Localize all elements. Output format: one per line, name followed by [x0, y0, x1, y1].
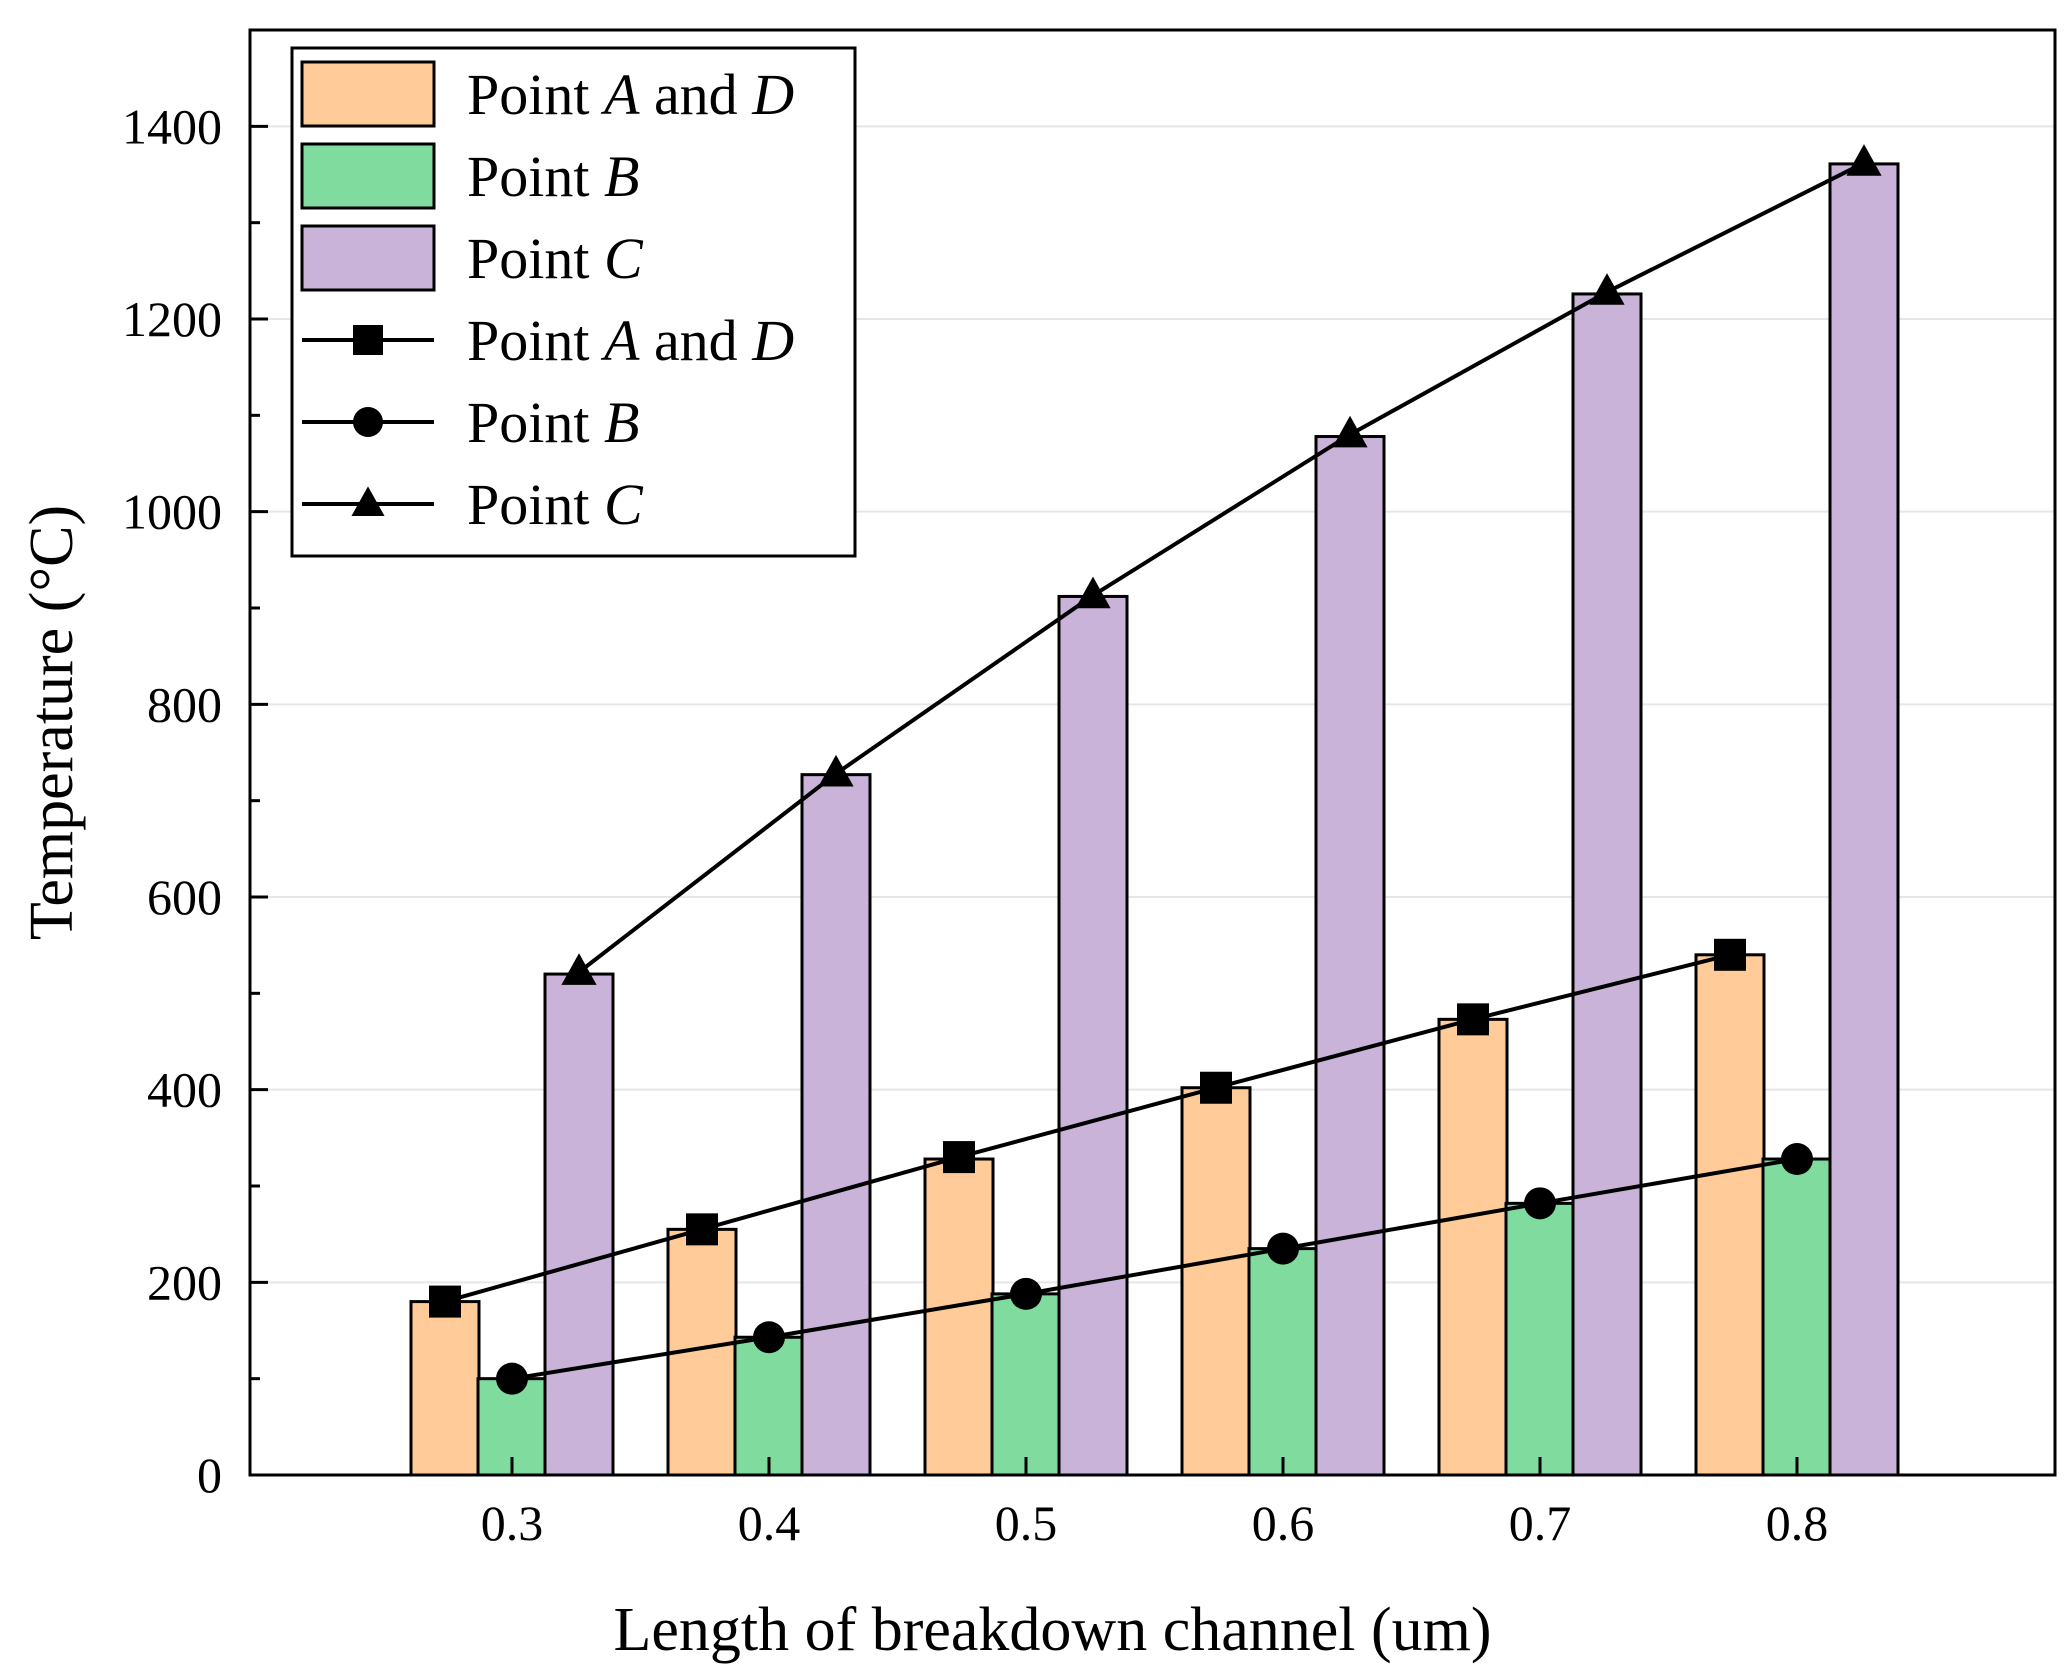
- legend-item: Point A and D: [300, 60, 794, 128]
- bar: [1761, 1157, 1833, 1477]
- plot-frame: [248, 28, 2057, 1477]
- marker-triangle: [1846, 144, 1882, 176]
- series-line: [444, 952, 1731, 1304]
- marker-square: [429, 1285, 461, 1318]
- legend-swatch: [300, 224, 436, 292]
- x-tick-label: 0.6: [1252, 1495, 1315, 1551]
- legend-label: Point A and D: [467, 308, 794, 373]
- bar: [1314, 435, 1386, 1477]
- marker-circle: [353, 407, 383, 437]
- series-line: [577, 161, 1865, 974]
- axes: [248, 28, 2057, 1477]
- bar: [990, 1292, 1062, 1477]
- legend-label: Point C: [467, 226, 644, 291]
- y-tick-label: 200: [147, 1254, 222, 1310]
- legend-label: Point C: [467, 472, 644, 537]
- legend: Point A and D Point B Point C Point A and D…: [290, 46, 857, 558]
- series-line: [511, 1157, 1798, 1381]
- x-axis-ticks: 0.3 0.4 0.5 0.6 0.7 0.8: [481, 1457, 1829, 1551]
- x-tick-label: 0.8: [1766, 1495, 1829, 1551]
- marker-triangle: [1589, 273, 1625, 305]
- legend-item: Point B: [302, 390, 639, 455]
- bar: [1571, 292, 1643, 1477]
- marker-square: [1714, 938, 1746, 971]
- marker-triangle: [561, 953, 597, 985]
- marker-square: [686, 1213, 718, 1246]
- legend-swatch: [300, 60, 436, 128]
- y-axis-title: Temperature (°C): [18, 505, 86, 940]
- legend-label: Point A and D: [467, 62, 794, 127]
- y-tick-label: 1400: [122, 98, 222, 154]
- marker-circle: [753, 1321, 785, 1354]
- legend-label: Point B: [467, 144, 639, 209]
- y-tick-label: 1000: [122, 484, 222, 540]
- x-tick-label: 0.4: [738, 1495, 801, 1551]
- marker-circle: [496, 1362, 528, 1395]
- x-tick-label: 0.5: [995, 1495, 1058, 1551]
- y-tick-label: 800: [147, 676, 222, 732]
- bar: [543, 972, 615, 1477]
- bar: [1694, 953, 1766, 1477]
- marker-triangle: [1332, 415, 1368, 448]
- series-lines: [429, 144, 1882, 1395]
- bar: [1180, 1086, 1252, 1477]
- bar: [1828, 162, 1900, 1477]
- marker-square: [1200, 1071, 1232, 1104]
- y-axis-ticks: 0 200 400 600 800 1000 1200 1400: [122, 98, 268, 1503]
- marker-square: [353, 325, 383, 355]
- legend-label: Point B: [467, 390, 639, 455]
- y-tick-label: 400: [147, 1062, 222, 1118]
- bar: [1057, 594, 1129, 1477]
- x-axis-title: Length of breakdown channel (um): [613, 1596, 1491, 1664]
- marker-circle: [1781, 1143, 1813, 1176]
- y-tick-label: 1200: [122, 291, 222, 347]
- x-tick-label: 0.7: [1509, 1495, 1572, 1551]
- legend-item: Point A and D: [302, 308, 794, 373]
- y-tick-label: 600: [147, 869, 222, 925]
- bar: [1247, 1247, 1319, 1477]
- y-tick-label: 0: [197, 1447, 222, 1503]
- legend-swatch: [300, 142, 436, 210]
- legend-item: Point C: [300, 224, 644, 292]
- marker-triangle: [1075, 576, 1111, 609]
- marker-circle: [1267, 1232, 1299, 1265]
- marker-triangle: [351, 486, 385, 516]
- legend-item: Point C: [302, 472, 644, 537]
- bar: [733, 1335, 805, 1477]
- legend-item: Point B: [300, 142, 639, 210]
- legend-box: [290, 46, 857, 558]
- marker-square: [1457, 1003, 1489, 1036]
- bar: [1504, 1201, 1576, 1477]
- bar: [409, 1300, 481, 1477]
- bar: [923, 1157, 995, 1477]
- marker-square: [943, 1141, 975, 1174]
- marker-circle: [1524, 1187, 1556, 1220]
- marker-circle: [1010, 1277, 1042, 1310]
- marker-triangle: [818, 754, 854, 787]
- x-tick-label: 0.3: [481, 1495, 544, 1551]
- bar: [1437, 1017, 1509, 1477]
- bar: [800, 773, 872, 1477]
